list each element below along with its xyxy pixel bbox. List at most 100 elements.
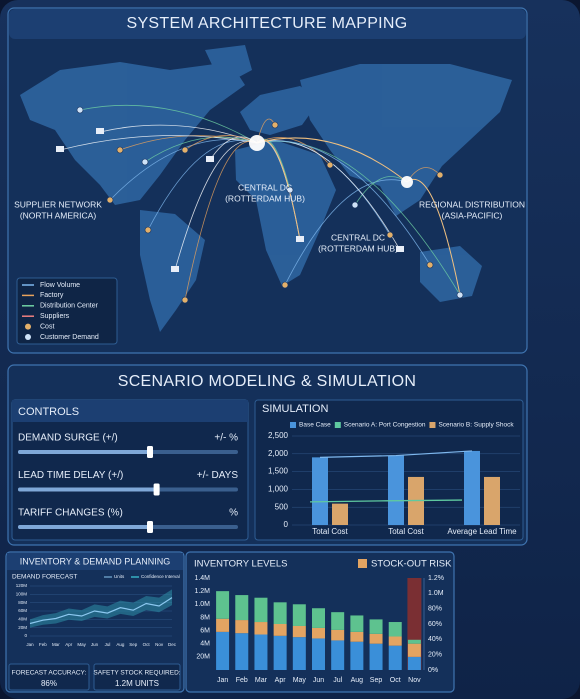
planning-panel: INVENTORY & DEMAND PLANNING FORECAST ACC… bbox=[5, 551, 185, 693]
flow-line bbox=[79, 104, 258, 144]
bar-segment bbox=[216, 631, 230, 670]
y-tick-label: 40M bbox=[18, 617, 27, 622]
slider-fill bbox=[18, 525, 150, 529]
bar-segment bbox=[407, 643, 421, 657]
y-tick-label: 20% bbox=[428, 652, 442, 659]
node bbox=[436, 171, 444, 179]
kpi-label: SAFETY STOCK REQUIRED: bbox=[93, 670, 180, 677]
factory-icon bbox=[296, 236, 304, 242]
flow-line bbox=[144, 136, 258, 163]
y-tick-label: 100M bbox=[16, 592, 28, 597]
control-label: LEAD TIME DELAY (+/) bbox=[18, 470, 123, 481]
x-tick-label: Feb bbox=[236, 677, 248, 684]
map-label: (ROTTERDAM HUB) bbox=[225, 193, 305, 203]
map-label: REGIONAL DISTRIBUTION bbox=[419, 199, 525, 209]
bar-segment bbox=[273, 635, 287, 670]
y-tick-label: 2,000 bbox=[268, 449, 289, 458]
factory-icon bbox=[396, 246, 404, 252]
x-tick-label: Mar bbox=[52, 642, 60, 647]
map-label: CENTRAL DC bbox=[331, 232, 385, 242]
bar-segment bbox=[369, 633, 383, 644]
flow-line bbox=[184, 141, 258, 301]
australia bbox=[420, 246, 482, 302]
flow-line bbox=[174, 140, 258, 271]
bar bbox=[332, 503, 348, 525]
flow-line bbox=[59, 135, 258, 151]
bar-segment bbox=[407, 639, 421, 644]
factory-icon bbox=[171, 266, 179, 272]
legend-label: STOCK-OUT RISK bbox=[371, 559, 452, 570]
y-tick-label: 1.4M bbox=[194, 575, 210, 582]
legend-label: Units bbox=[114, 574, 125, 579]
legend-swatch bbox=[429, 422, 436, 428]
y-tick-label: 60% bbox=[428, 621, 442, 628]
legend-swatch bbox=[290, 422, 296, 428]
x-tick-label: Jul bbox=[333, 677, 342, 684]
bar-segment bbox=[254, 597, 268, 623]
bar-segment bbox=[331, 629, 345, 641]
control-unit: +/- % bbox=[214, 433, 238, 444]
bar-segment bbox=[388, 622, 402, 637]
x-tick-label: Average Lead Time bbox=[447, 527, 517, 536]
node bbox=[181, 146, 189, 154]
series-line bbox=[309, 499, 463, 503]
bar-segment bbox=[254, 634, 268, 670]
node bbox=[144, 226, 152, 234]
bar-segment bbox=[331, 612, 345, 630]
factory-icon bbox=[96, 128, 104, 134]
map-label: (ROTTERDAM HUB) bbox=[318, 243, 398, 253]
bar-segment bbox=[388, 636, 402, 646]
bar-segment bbox=[216, 618, 230, 632]
bar-segment bbox=[369, 619, 383, 634]
y-tick-label: 1.2M bbox=[194, 588, 210, 595]
map-label: (NORTH AMERICA) bbox=[20, 210, 97, 220]
legend-swatch bbox=[25, 323, 31, 330]
bar-segment bbox=[350, 615, 364, 632]
bar-segment bbox=[369, 643, 383, 670]
bar-segment bbox=[350, 631, 364, 642]
hub bbox=[401, 176, 413, 188]
kpi-value: 86% bbox=[41, 679, 57, 688]
bar bbox=[312, 457, 328, 525]
bar-segment bbox=[388, 645, 402, 670]
bar-segment bbox=[331, 640, 345, 670]
map-title: SYSTEM ARCHITECTURE MAPPING bbox=[126, 15, 407, 32]
y-tick-label: 1.2% bbox=[428, 575, 444, 582]
continents bbox=[20, 45, 512, 332]
bar-segment bbox=[312, 627, 325, 639]
y-tick-label: 0 bbox=[24, 633, 27, 638]
control-unit: % bbox=[229, 508, 238, 519]
y-tick-label: 1,000 bbox=[268, 485, 289, 494]
y-tick-label: 4M bbox=[200, 641, 210, 648]
y-tick-label: 0 bbox=[284, 520, 289, 529]
y-tick-label: 500 bbox=[275, 502, 289, 511]
legend-label: Suppliers bbox=[40, 313, 70, 320]
node bbox=[181, 296, 189, 304]
node bbox=[281, 281, 289, 289]
flow-line bbox=[256, 140, 461, 296]
bar bbox=[484, 476, 500, 525]
y-tick-label: 8M bbox=[200, 614, 210, 621]
title-bar bbox=[7, 553, 183, 570]
legend-label: Factory bbox=[40, 292, 64, 299]
bar-segment bbox=[216, 591, 230, 619]
flow-lines bbox=[56, 104, 464, 304]
legend-label: Distribution Center bbox=[40, 303, 99, 310]
bar-segment bbox=[273, 602, 287, 624]
y-tick-label: 120M bbox=[16, 583, 28, 588]
y-tick-label: 80M bbox=[18, 600, 27, 605]
kpi-box bbox=[93, 663, 181, 691]
bar-segment bbox=[350, 641, 364, 670]
node bbox=[271, 121, 279, 129]
chart-title: DEMAND FORECAST bbox=[12, 574, 77, 581]
kpi-box bbox=[8, 663, 90, 691]
controls-title: CONTROLS bbox=[18, 406, 79, 418]
bar-segment bbox=[292, 637, 306, 670]
legend-label: Cost bbox=[40, 323, 54, 330]
bar-segment bbox=[254, 622, 268, 635]
slider-fill bbox=[18, 487, 157, 492]
bar-segment bbox=[312, 638, 325, 670]
y-tick-label: 60M bbox=[18, 608, 27, 613]
factory-icon bbox=[56, 146, 64, 152]
